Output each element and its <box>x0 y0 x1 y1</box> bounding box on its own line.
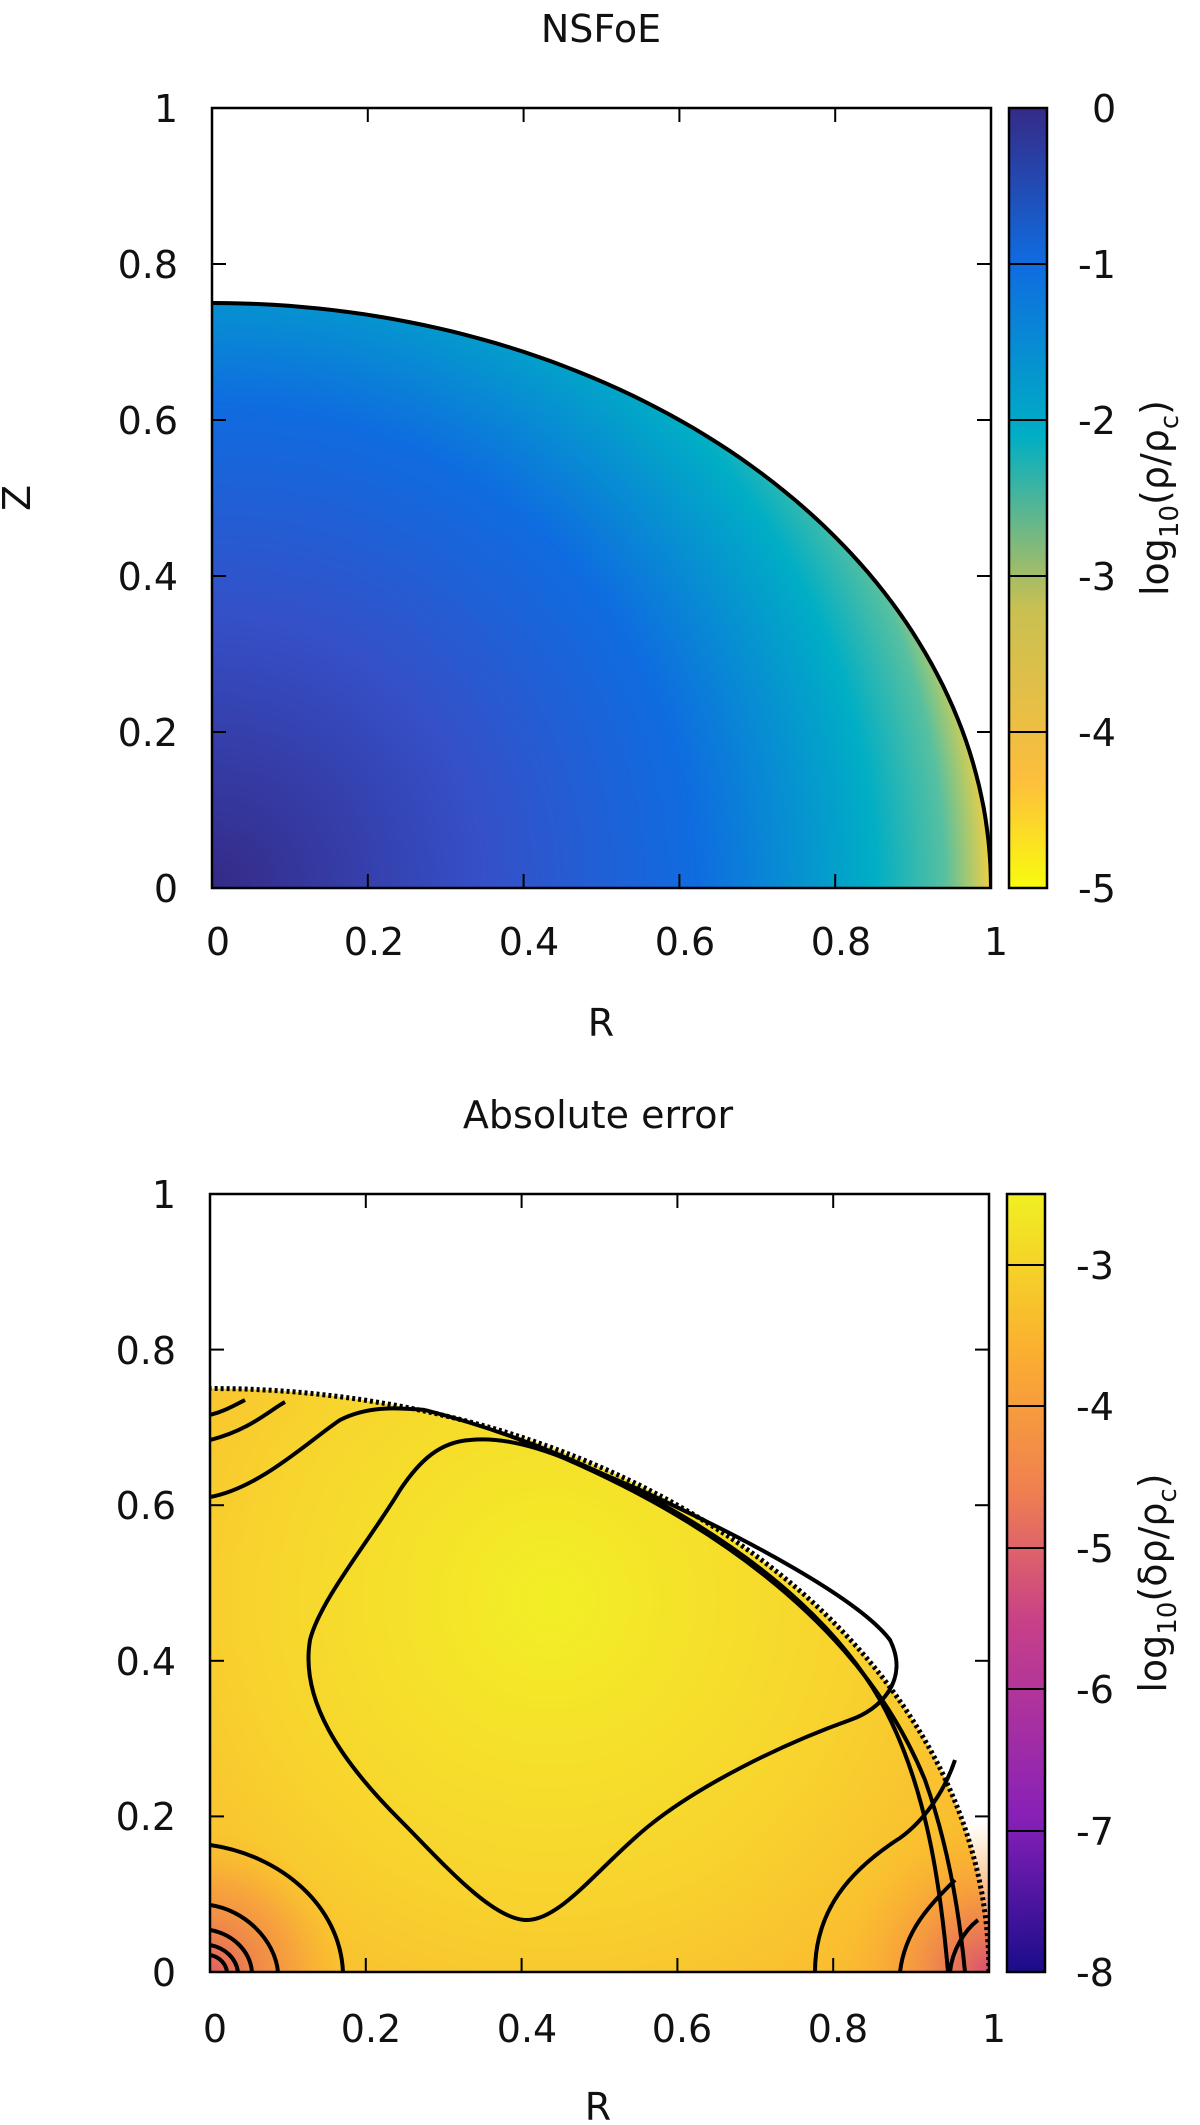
panel2-colorbar-ticks <box>1007 1264 1045 1832</box>
panel1-colorbar <box>1007 106 1049 890</box>
panel2-contour-origin-2 <box>210 1903 280 1972</box>
panel2-contour-topleft-3 <box>210 1398 246 1417</box>
panel2-xlabel: R <box>585 2085 611 2125</box>
panel1-cbtick-4: -4 <box>1078 711 1116 755</box>
panel1-cbtick-5: -5 <box>1078 867 1116 911</box>
panel2-ytick-3: 0.6 <box>116 1484 176 1528</box>
panel2-contour-equator-2 <box>898 1878 957 1972</box>
panel2-contour-origin-5 <box>210 1953 229 1972</box>
panel1-xtick-1: 0.2 <box>344 920 404 964</box>
panel1-colorbar-ticks <box>1009 263 1047 733</box>
panel1-plot-frame <box>210 106 993 890</box>
panel2-cbtick-4: -7 <box>1076 1810 1114 1854</box>
panel1-surface-contour <box>212 301 991 888</box>
panel1-ytick-2: 0.4 <box>118 555 178 599</box>
panel2-ytick-2: 0.4 <box>116 1640 176 1684</box>
panel2-contour-surface-2 <box>519 1438 967 1972</box>
panel2-contour-origin-1 <box>210 1843 345 1972</box>
panel1-title: NSFoE <box>541 7 661 51</box>
panel1-xtick-0: 0 <box>206 920 230 964</box>
panel2-ytick-0: 0 <box>152 1951 176 1995</box>
panel2-ticks <box>209 1193 990 1973</box>
panel1-ytick-1: 0.2 <box>118 711 178 755</box>
panel2-colorbar <box>1005 1192 1047 1974</box>
panel1-xtick-3: 0.6 <box>655 920 715 964</box>
panel2-surface-contour <box>210 1386 989 1972</box>
panel1-density-field <box>212 303 991 888</box>
panel2-cbtick-2: -5 <box>1076 1527 1114 1571</box>
panel1-ytick-3: 0.6 <box>118 399 178 443</box>
panel2-cbtick-0: -3 <box>1076 1244 1114 1288</box>
panel2-contour-topleft-1 <box>210 1406 426 1499</box>
panel2-contour-topleft-2 <box>210 1400 286 1442</box>
panel2-ytick-1: 0.2 <box>116 1795 176 1839</box>
panel2-cbtick-1: -4 <box>1076 1385 1114 1429</box>
panel2-xtick-4: 0.8 <box>808 2007 868 2051</box>
panel1-ylabel: Z <box>0 485 39 511</box>
panel2-colorbar-label: log10(δρ/ρc) <box>1131 1473 1183 1692</box>
panel1-colorbar-label: log10(ρ/ρc) <box>1133 400 1185 596</box>
panel2-contour-equator-3 <box>948 1918 980 1972</box>
panel1-ytick-5: 1 <box>154 87 178 131</box>
panel1-xlabel: R <box>588 1001 614 1045</box>
panel2-xtick-3: 0.6 <box>652 2007 712 2051</box>
panel2-xtick-5: 1 <box>982 2007 1006 2051</box>
panel2-xtick-1: 0.2 <box>341 2007 401 2051</box>
panel2-plot-frame <box>208 1192 991 1974</box>
panel1-xtick-2: 0.4 <box>499 920 559 964</box>
panel1-ytick-4: 0.8 <box>118 243 178 287</box>
panel2-contours <box>210 1398 980 1972</box>
panel1-xtick-5: 1 <box>984 920 1008 964</box>
panel1-ytick-0: 0 <box>154 867 178 911</box>
panel1-cbtick-3: -3 <box>1078 555 1116 599</box>
panel2-error-hotspot <box>838 1822 989 1972</box>
panel-error: Absolute error 0 0.2 <box>116 1093 1183 2125</box>
panel1-cbtick-1: -1 <box>1078 243 1116 287</box>
panel2-title: Absolute error <box>463 1093 734 1137</box>
panel2-ytick-4: 0.8 <box>116 1329 176 1373</box>
panel1-xtick-4: 0.8 <box>811 920 871 964</box>
panel2-xtick-2: 0.4 <box>497 2007 557 2051</box>
panel2-cbtick-5: -8 <box>1076 1951 1114 1995</box>
panel1-cbtick-0: 0 <box>1092 87 1116 131</box>
panel-density: NSFoE 0 0.2 0.4 0.6 0.8 1 0 0.2 0.4 0.6 … <box>0 7 1185 1045</box>
panel1-cbtick-2: -2 <box>1078 399 1116 443</box>
panel2-xtick-0: 0 <box>203 2007 227 2051</box>
panel2-contour-central <box>306 1437 899 1923</box>
panel2-error-hotspot <box>210 1832 350 1972</box>
panel2-contour-origin-4 <box>210 1943 240 1972</box>
panel2-contour-equator-1 <box>813 1759 957 1972</box>
panel2-contour-origin-3 <box>210 1928 254 1972</box>
panel2-ytick-5: 1 <box>152 1173 176 1217</box>
panel2-error-hotspots <box>210 1822 989 1972</box>
panel2-cbtick-3: -6 <box>1076 1668 1114 1712</box>
panel1-ticks <box>211 107 992 889</box>
